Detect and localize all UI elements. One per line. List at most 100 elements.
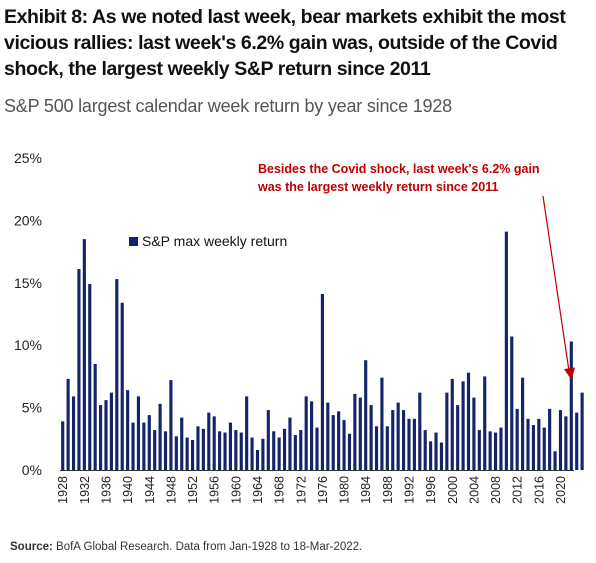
bar-undefined [580, 392, 584, 470]
bar-2014 [526, 418, 530, 470]
annotation-line-2: was the largest weekly return since 2011 [257, 180, 498, 194]
bar-1941 [131, 422, 135, 470]
bar-1993 [412, 418, 416, 470]
bar-1967 [272, 431, 276, 470]
bar-1960 [234, 430, 238, 470]
bar-1978 [331, 415, 335, 470]
x-tick-label: 1960 [229, 476, 243, 504]
bar-1956 [212, 416, 216, 470]
bar-1928 [61, 421, 65, 470]
bar-1970 [288, 417, 292, 470]
x-tick-label: 1972 [294, 476, 308, 504]
bar-1953 [196, 426, 200, 470]
bar-1954 [201, 428, 205, 470]
bar-2021 [564, 416, 568, 470]
x-tick-label: 2020 [554, 476, 568, 504]
bar-1943 [142, 422, 146, 470]
bar-1984 [364, 360, 368, 470]
bar-1936 [104, 400, 108, 470]
bar-2019 [553, 451, 557, 470]
bar-2022 [569, 341, 573, 470]
bar-series [61, 231, 584, 470]
y-tick-label: 0% [22, 462, 42, 478]
bar-1968 [277, 437, 281, 470]
source-label: Source: [10, 541, 53, 553]
annotation: Besides the Covid shock, last week's 6.2… [257, 162, 575, 380]
bar-1975 [315, 427, 319, 470]
bar-2001 [456, 405, 460, 470]
source-text: BofA Global Research. Data from Jan-1928… [56, 541, 363, 553]
x-tick-label: 1936 [99, 476, 113, 504]
bar-1977 [326, 402, 330, 470]
bar-1999 [445, 392, 449, 470]
bar-1969 [282, 428, 287, 470]
bar-1950 [180, 417, 184, 470]
bar-1988 [385, 426, 389, 470]
chart-subtitle: S&P 500 largest calendar week return by … [4, 96, 452, 116]
x-tick-label: 1996 [424, 476, 438, 504]
bar-chart: 0% 5% 10% 15% 20% 25% 1928 1932 1936 1940 1944 194… [14, 150, 584, 504]
bar-1933 [88, 284, 92, 470]
bar-1997 [434, 432, 438, 470]
x-axis: 1928 1932 1936 1940 1944 1948 1952 1956 1960 1964… [56, 470, 574, 504]
bar-1932 [82, 239, 86, 470]
x-tick-label: 1992 [402, 476, 416, 504]
bar-1972 [299, 430, 303, 470]
bar-1939 [120, 302, 124, 470]
bar-1942 [136, 396, 141, 470]
bar-2005 [477, 430, 481, 470]
x-tick-label: 1948 [164, 476, 178, 504]
bar-1991 [402, 410, 406, 470]
bar-1947 [163, 431, 168, 470]
bar-1963 [250, 437, 254, 470]
bar-1952 [190, 440, 195, 470]
bar-1934 [93, 363, 97, 470]
x-tick-label: 2004 [467, 476, 481, 504]
bar-1944 [147, 415, 151, 470]
bar-2011 [510, 336, 514, 470]
x-tick-label: 2012 [511, 476, 525, 504]
y-tick-label: 5% [22, 400, 42, 416]
legend: S&P max weekly return [129, 233, 287, 249]
bar-1957 [218, 431, 222, 470]
bar-2008 [493, 432, 498, 470]
x-tick-label: 1944 [143, 476, 157, 504]
bar-1973 [304, 396, 308, 470]
bar-1938 [115, 279, 119, 470]
bar-1964 [255, 450, 260, 470]
bar-2002 [461, 381, 465, 470]
bar-2000 [450, 378, 454, 470]
bar-1935 [99, 405, 103, 470]
bar-1986 [374, 426, 379, 470]
bar-1959 [228, 422, 232, 470]
bar-2013 [521, 377, 525, 470]
x-tick-label: 1984 [359, 476, 373, 504]
x-tick-label: 1928 [56, 476, 70, 504]
bar-1983 [358, 397, 362, 470]
bar-2003 [466, 372, 471, 470]
y-tick-label: 15% [14, 275, 42, 291]
bar-2012 [515, 408, 519, 470]
legend-swatch [129, 237, 138, 246]
bar-2017 [542, 427, 546, 470]
bar-1982 [353, 393, 357, 470]
x-tick-label: 1932 [78, 476, 92, 504]
bar-undefined [575, 412, 579, 470]
bar-1987 [380, 377, 384, 470]
bar-1931 [77, 269, 81, 470]
bar-1990 [396, 402, 400, 470]
annotation-arrow [542, 195, 570, 372]
bar-1992 [407, 418, 411, 470]
legend-label: S&P max weekly return [142, 233, 287, 249]
bar-2015 [531, 425, 535, 470]
x-tick-label: 1988 [381, 476, 395, 504]
bar-1985 [369, 405, 373, 470]
bar-2018 [548, 408, 552, 470]
bar-1981 [347, 433, 352, 470]
bar-1946 [158, 403, 162, 470]
bar-1958 [223, 432, 227, 470]
bar-1937 [109, 392, 113, 470]
x-tick-label: 1956 [208, 476, 222, 504]
x-tick-label: 1976 [316, 476, 330, 504]
chart-title: Exhibit 8: As we noted last week, bear m… [4, 6, 566, 80]
